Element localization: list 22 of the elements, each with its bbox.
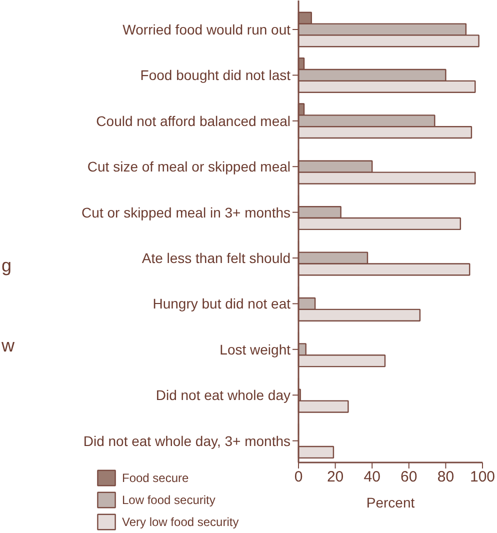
y-tick-label: Did not eat whole day, 3+ months	[83, 432, 291, 449]
x-tick-label: 80	[437, 468, 454, 486]
text: g	[2, 256, 12, 276]
y-tick-label: Did not eat whole day	[156, 387, 290, 404]
y-tick-label: Food bought did not last	[140, 67, 291, 84]
x-axis-title: Percent	[366, 494, 415, 510]
y-tick-label: Worried food would run out	[122, 22, 291, 38]
x-tick-label: 40	[364, 468, 380, 486]
y-tick-label: Lost weight	[220, 341, 291, 358]
y-tick-label: Cut or skipped meal in 3+ months	[82, 204, 291, 220]
x-tick-label: 0	[294, 468, 303, 486]
text: w	[0, 336, 16, 356]
x-tick-label: 100	[470, 468, 496, 486]
legend-label: Food secure	[122, 470, 189, 486]
legend-label: Low food security	[122, 492, 216, 508]
y-tick-label: Could not afford balanced meal	[96, 112, 291, 129]
y-tick-label: Hungry but did not eat	[152, 296, 291, 312]
x-tick-label: 60	[400, 468, 418, 486]
x-tick-label: 20	[326, 468, 344, 486]
legend-label: Very low food security	[122, 514, 239, 530]
y-tick-label: Cut size of meal or skipped meal	[87, 158, 291, 175]
y-tick-label: Ate less than felt should	[142, 250, 291, 266]
